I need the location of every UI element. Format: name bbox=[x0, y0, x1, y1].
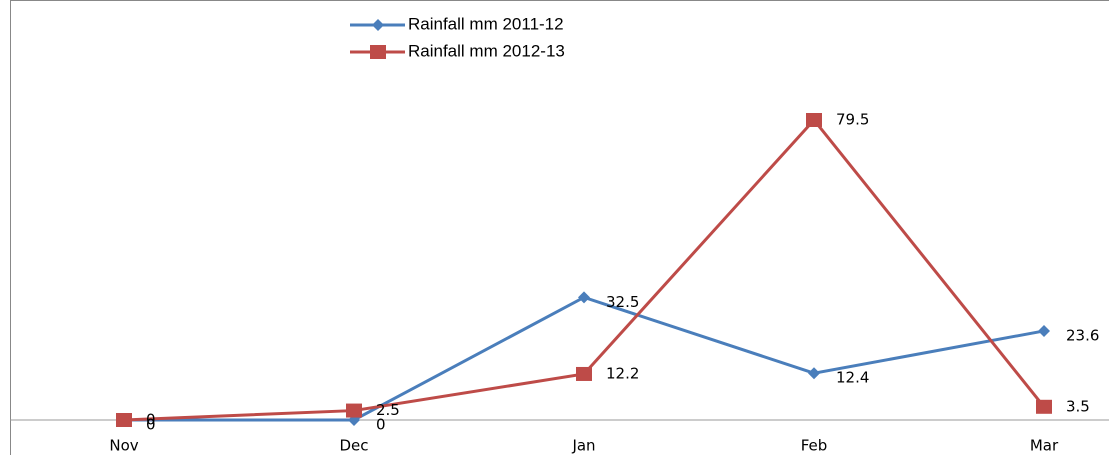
data-label: 32.5 bbox=[606, 293, 639, 311]
series-line bbox=[124, 295, 1045, 422]
x-tick-label: Jan bbox=[571, 437, 595, 455]
x-tick-label: Nov bbox=[109, 437, 138, 455]
point-marker bbox=[1036, 399, 1052, 414]
point-marker bbox=[346, 403, 362, 418]
data-label: 0 bbox=[376, 416, 386, 434]
point-marker bbox=[372, 19, 384, 31]
legend-text: Rainfall mm 2012-13 bbox=[408, 41, 565, 60]
data-label: 12.4 bbox=[836, 369, 869, 387]
legend-text: Rainfall mm 2011-12 bbox=[408, 14, 564, 33]
data-label: 0 bbox=[146, 411, 156, 429]
point-marker bbox=[1038, 324, 1050, 337]
x-tick-label: Mar bbox=[1030, 437, 1059, 455]
data-label: 79.5 bbox=[836, 111, 869, 129]
point-marker bbox=[578, 291, 590, 304]
point-marker bbox=[370, 45, 386, 59]
point-marker bbox=[576, 366, 592, 381]
point-marker bbox=[808, 367, 820, 380]
x-tick-label: Feb bbox=[801, 437, 828, 455]
point-marker bbox=[116, 413, 132, 427]
data-label: 3.5 bbox=[1066, 397, 1090, 415]
point-marker bbox=[806, 113, 822, 127]
data-label: 0 bbox=[146, 416, 156, 434]
data-label: 23.6 bbox=[1066, 326, 1099, 344]
data-label: 12.2 bbox=[606, 364, 639, 382]
x-tick-label: Dec bbox=[339, 437, 368, 455]
data-label: 2.5 bbox=[376, 401, 400, 419]
